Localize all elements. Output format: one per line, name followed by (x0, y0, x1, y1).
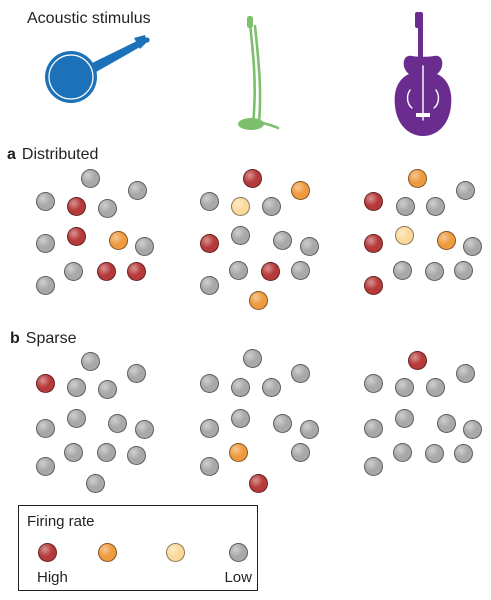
neuron-low (290, 363, 310, 383)
neuron-low (453, 443, 473, 463)
panel-a-letter: a (7, 146, 16, 163)
neuron-medium (436, 230, 456, 250)
neuron-low (455, 363, 475, 383)
neuron-low (199, 275, 219, 295)
neuron-low (394, 408, 414, 428)
neuron-low (436, 413, 456, 433)
legend-title: Firing rate (27, 513, 95, 530)
neuron-low (272, 413, 292, 433)
legend-swatch-high (37, 542, 57, 562)
neuron-low (35, 456, 55, 476)
legend-swatch-low (228, 542, 248, 562)
neuron-low (261, 196, 281, 216)
neuron-low (272, 230, 292, 250)
panel-b-label: b Sparse (10, 330, 76, 348)
neuron-high (35, 373, 55, 393)
neuron-high (66, 226, 86, 246)
neuron-low (230, 377, 250, 397)
neuron-low (424, 261, 444, 281)
neuron-low (363, 418, 383, 438)
neuron-low (199, 456, 219, 476)
neuron-low (97, 379, 117, 399)
stimulus-title: Acoustic stimulus (27, 10, 151, 27)
neuron-medium (108, 230, 128, 250)
neuron-low (462, 419, 482, 439)
neuron-low (363, 456, 383, 476)
neuron-low (35, 233, 55, 253)
neuron-low (425, 196, 445, 216)
neuron-low (134, 419, 154, 439)
legend-swatch-medium (97, 542, 117, 562)
neuron-low (290, 260, 310, 280)
neuron-low (127, 180, 147, 200)
neuron-low (80, 168, 100, 188)
neuron-low (107, 413, 127, 433)
neuron-low (126, 445, 146, 465)
neuron-high (126, 261, 146, 281)
neuron-low (425, 377, 445, 397)
legend-low-label: Low (224, 569, 252, 586)
neuron-high (96, 261, 116, 281)
neuron-high (363, 275, 383, 295)
neuron-high (363, 191, 383, 211)
neuron-medium (228, 442, 248, 462)
neuron-low (363, 373, 383, 393)
neuron-low (199, 418, 219, 438)
neuron-high (199, 233, 219, 253)
microphone-icon (238, 16, 280, 130)
neuron-low (96, 442, 116, 462)
neuron-low (35, 418, 55, 438)
neuron-high (66, 196, 86, 216)
neuron-low (80, 351, 100, 371)
neuron-low (462, 236, 482, 256)
neuron-low (35, 191, 55, 211)
neuron-low (228, 260, 248, 280)
neuron-low (394, 377, 414, 397)
neuron-medium (407, 168, 427, 188)
neuron-low (199, 191, 219, 211)
neuron-low (392, 260, 412, 280)
neuron-low-medium (230, 196, 250, 216)
neuron-low (392, 442, 412, 462)
double-bass-icon (394, 12, 452, 137)
neuron-high (248, 473, 268, 493)
panel-a-label: a Distributed (7, 146, 98, 164)
panel-b-title: Sparse (25, 330, 77, 347)
neuron-low (199, 373, 219, 393)
legend-high-label: High (37, 569, 68, 586)
neuron-low (290, 442, 310, 462)
neuron-high (242, 168, 262, 188)
neuron-low (126, 363, 146, 383)
neuron-medium (290, 180, 310, 200)
neuron-low (395, 196, 415, 216)
neuron-low (424, 443, 444, 463)
neuron-low (134, 236, 154, 256)
panel-a-title: Distributed (21, 146, 99, 163)
neuron-low (242, 348, 262, 368)
neuron-low (63, 261, 83, 281)
firing-rate-legend: Firing rate High Low (18, 505, 258, 591)
neuron-low (299, 236, 319, 256)
neuron-low (66, 377, 86, 397)
neuron-high (407, 350, 427, 370)
neuron-low (299, 419, 319, 439)
neuron-low (35, 275, 55, 295)
neuron-medium (248, 290, 268, 310)
neuron-low (97, 198, 117, 218)
neuron-low (63, 442, 83, 462)
neuron-low (85, 473, 105, 493)
neuron-low (66, 408, 86, 428)
legend-swatch-low-medium (165, 542, 185, 562)
neuron-low (230, 408, 250, 428)
panel-b-letter: b (10, 330, 20, 347)
neuron-low (453, 260, 473, 280)
neuron-low-medium (394, 225, 414, 245)
neuron-low (230, 225, 250, 245)
neuron-high (363, 233, 383, 253)
neuron-low (261, 377, 281, 397)
neuron-high (260, 261, 280, 281)
neuron-low (455, 180, 475, 200)
banjo-icon (45, 35, 150, 103)
